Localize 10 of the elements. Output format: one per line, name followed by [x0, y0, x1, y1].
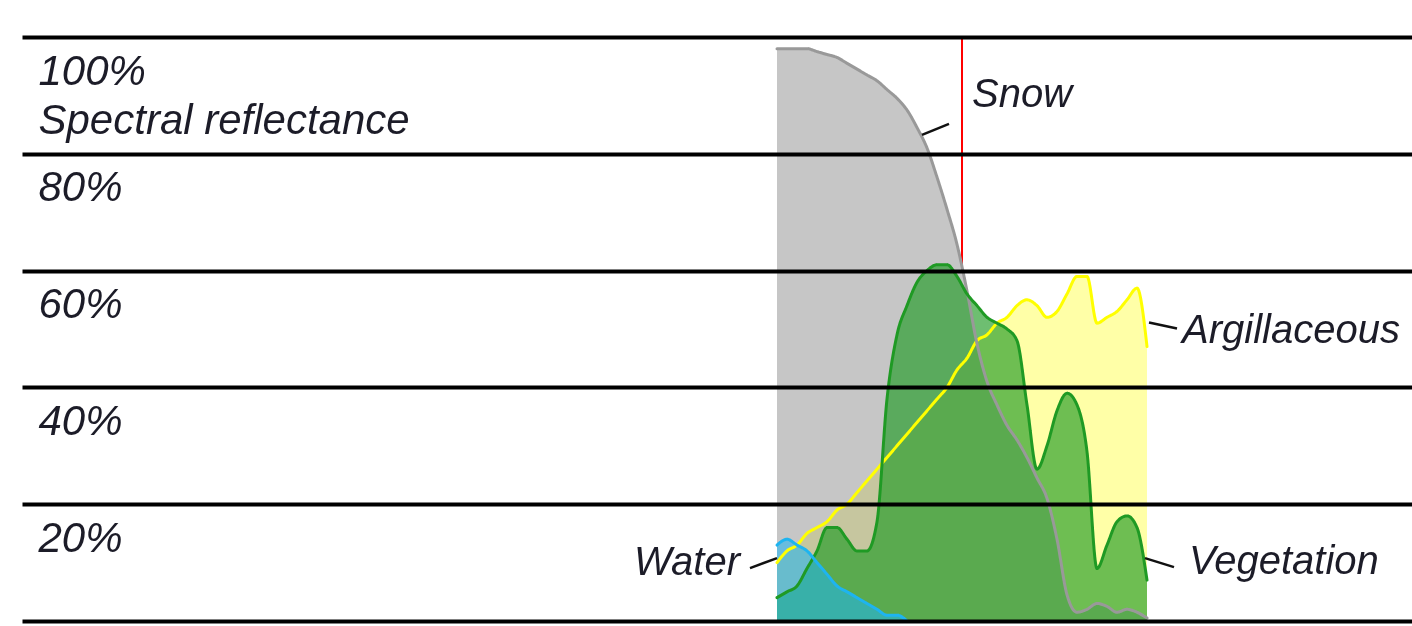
y-axis-title: Spectral reflectance — [38, 95, 410, 143]
y-tick-label: 40% — [38, 396, 123, 444]
y-tick-label: 80% — [38, 163, 123, 211]
series-label: Vegetation — [1189, 538, 1379, 583]
series-label: Snow — [972, 70, 1076, 115]
series-label: Water — [634, 539, 742, 584]
y-tick-label: 60% — [38, 280, 123, 328]
y-tick-label: 100% — [38, 46, 146, 94]
series-label: Argillaceous — [1180, 306, 1400, 351]
y-tick-label: 20% — [37, 513, 123, 561]
